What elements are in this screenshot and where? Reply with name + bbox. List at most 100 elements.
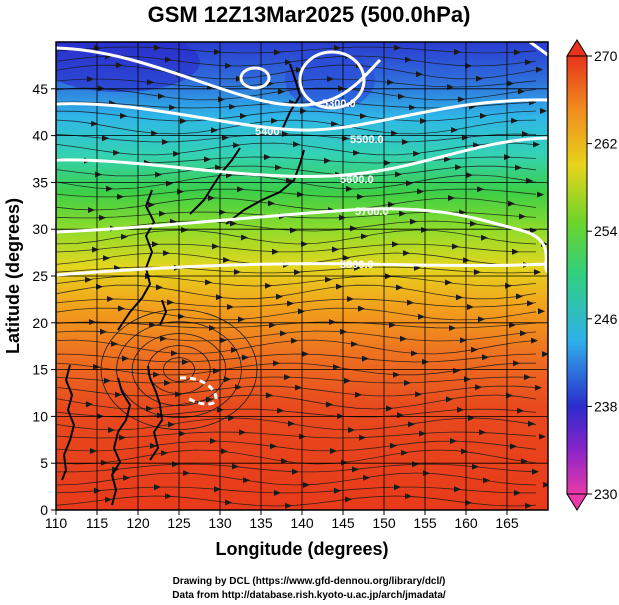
coastline-china bbox=[117, 189, 156, 331]
streamline-arrow bbox=[229, 103, 236, 110]
streamline bbox=[56, 229, 537, 245]
contour-dashed-tropical bbox=[179, 376, 218, 406]
streamline-arrow bbox=[461, 448, 468, 455]
streamline-arrow bbox=[478, 316, 485, 323]
colorbar: 230 238 246 254 262 270 bbox=[566, 39, 618, 511]
streamline-arrow bbox=[301, 241, 308, 247]
streamline-arrow bbox=[116, 62, 123, 69]
streamline-arrow bbox=[180, 118, 187, 124]
streamline-arrow bbox=[536, 66, 543, 73]
streamline-arrow bbox=[288, 420, 295, 427]
streamline-arrow bbox=[277, 407, 284, 414]
streamline-arrow bbox=[242, 354, 249, 361]
streamline-arrow bbox=[219, 209, 226, 216]
streamline-arrow bbox=[520, 330, 527, 337]
contour-5400 bbox=[56, 46, 382, 107]
streamline-arrow bbox=[422, 358, 429, 365]
streamline-arrow bbox=[512, 248, 519, 255]
streamline-arrow bbox=[519, 213, 526, 220]
streamline-arrow bbox=[476, 75, 483, 82]
streamline-arrow bbox=[339, 214, 346, 221]
streamline-arrow bbox=[392, 241, 399, 248]
streamline-arrow bbox=[117, 193, 124, 200]
streamline-arrow bbox=[106, 185, 113, 192]
streamline-arrow bbox=[94, 45, 101, 52]
streamline-arrow bbox=[270, 443, 277, 450]
streamline-arrow bbox=[517, 407, 524, 414]
streamline-arrow bbox=[452, 243, 459, 250]
streamline-arrow bbox=[359, 434, 366, 441]
streamline-arrow bbox=[413, 150, 420, 157]
streamline-arrow bbox=[419, 430, 426, 437]
streamline-arrow bbox=[483, 477, 490, 484]
y-tick-label: 40 bbox=[32, 128, 48, 144]
streamline-arrow bbox=[355, 391, 362, 398]
streamline-arrow bbox=[214, 49, 221, 55]
streamline-arrow bbox=[343, 254, 350, 261]
streamline-arrow bbox=[85, 276, 92, 283]
contour-5600 bbox=[56, 136, 548, 178]
streamline-arrow bbox=[123, 474, 130, 481]
streamline-arrow bbox=[225, 62, 232, 69]
colorbar-scale bbox=[566, 55, 588, 495]
contour-label-5700: 5700.0 bbox=[355, 206, 389, 218]
streamline-arrow bbox=[115, 391, 122, 398]
streamline-arrow bbox=[402, 139, 409, 145]
streamline-arrow bbox=[148, 201, 155, 208]
colorbar-tick-label: 246 bbox=[594, 311, 618, 327]
streamline-arrow bbox=[527, 300, 534, 307]
streamline-arrow bbox=[102, 135, 109, 142]
streamline-arrow bbox=[209, 325, 216, 331]
streamline-arrow bbox=[329, 319, 336, 325]
y-tick-label: 15 bbox=[32, 362, 48, 378]
y-tick-label: 20 bbox=[32, 315, 48, 331]
streamline-arrow bbox=[360, 113, 367, 120]
streamline-arrow bbox=[154, 484, 161, 491]
streamline-arrow bbox=[396, 284, 403, 291]
streamline-arrow bbox=[297, 191, 304, 198]
streamline-arrow bbox=[222, 134, 229, 141]
streamline-arrow bbox=[210, 438, 217, 444]
streamline-arrow bbox=[332, 246, 339, 253]
x-tick-label: 160 bbox=[454, 515, 478, 531]
streamline-arrow bbox=[183, 470, 190, 477]
colorbar-over-arrow bbox=[566, 39, 588, 57]
streamline-arrow bbox=[272, 248, 279, 255]
streamline bbox=[56, 284, 537, 300]
streamline-arrow bbox=[410, 218, 417, 225]
streamline-arrow bbox=[181, 227, 188, 233]
streamline-arrow bbox=[287, 300, 294, 307]
streamline-arrow bbox=[514, 49, 521, 56]
streamline-arrow bbox=[121, 233, 128, 240]
streamline-arrow bbox=[384, 159, 391, 166]
streamline-arrow bbox=[521, 458, 528, 465]
streamline-arrow bbox=[465, 62, 472, 69]
streamline-arrow bbox=[211, 127, 218, 134]
streamline-arrow bbox=[390, 442, 397, 449]
streamline-arrow bbox=[168, 421, 175, 428]
streamline bbox=[56, 165, 537, 177]
streamline-arrow bbox=[296, 66, 303, 73]
y-axis-label: Latitude (degrees) bbox=[3, 198, 23, 354]
y-tick-label: 30 bbox=[32, 221, 48, 237]
contour-small-low bbox=[239, 66, 271, 90]
y-axis-ticks: 0 5 10 15 20 25 30 35 40 45 bbox=[32, 81, 56, 518]
streamline-arrow bbox=[223, 257, 230, 263]
streamline-arrow bbox=[511, 117, 518, 124]
streamline-arrow bbox=[524, 374, 531, 381]
y-tick-label: 5 bbox=[40, 455, 48, 471]
streamline-arrow bbox=[406, 180, 413, 187]
streamline-arrow bbox=[217, 406, 224, 413]
streamline-arrow bbox=[182, 359, 189, 365]
streamline-arrow bbox=[449, 325, 456, 331]
streamline-arrow bbox=[334, 45, 341, 51]
x-tick-label: 155 bbox=[413, 515, 437, 531]
streamline-arrow bbox=[285, 502, 292, 509]
streamline-arrow bbox=[99, 214, 106, 221]
streamline-arrow bbox=[93, 363, 100, 370]
streamline-arrow bbox=[173, 150, 180, 157]
streamline bbox=[56, 46, 537, 54]
streamline-arrow bbox=[542, 351, 548, 358]
streamline-arrow bbox=[336, 283, 343, 290]
